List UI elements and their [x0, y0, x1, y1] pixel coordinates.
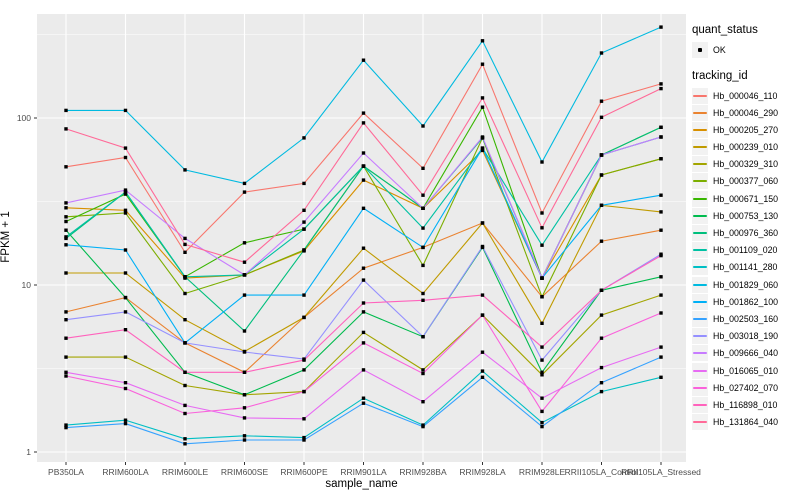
legend-item-Hb_016065_010: Hb_016065_010 [692, 362, 798, 379]
legend-title-quant-status: quant_status [692, 24, 758, 36]
legend-item-Hb_000205_270: Hb_000205_270 [692, 121, 798, 138]
legend-item-label: Hb_131864_040 [713, 417, 779, 428]
svg-text:RRII105LA_Stressed: RRII105LA_Stressed [621, 467, 701, 477]
line-key-icon [692, 225, 708, 241]
legend-item-Hb_001109_020: Hb_001109_020 [692, 242, 798, 259]
legend-item-label: Hb_000329_310 [713, 159, 779, 170]
legend-item-Hb_003018_190: Hb_003018_190 [692, 328, 798, 345]
legend-item-label: Hb_000046_110 [713, 90, 778, 101]
svg-text:RRIM600PE: RRIM600PE [280, 467, 328, 477]
legend-item-Hb_027402_070: Hb_027402_070 [692, 379, 798, 396]
legend-item-label: Hb_001862_100 [713, 296, 779, 307]
legend-item-Hb_000046_290: Hb_000046_290 [692, 104, 798, 121]
svg-text:RRIM600SE: RRIM600SE [221, 467, 269, 477]
legend-item-Hb_009666_040: Hb_009666_040 [692, 345, 798, 362]
legend-item-Hb_116898_010: Hb_116898_010 [692, 396, 798, 413]
legend-item-ok: OK [692, 41, 798, 58]
legend-title-tracking-id: tracking_id [692, 70, 748, 82]
line-key-icon [692, 190, 708, 207]
legend-tracking-id-items: Hb_000046_110 Hb_000046_290 Hb_000205_270 H… [692, 87, 798, 431]
legend-item-Hb_001141_280: Hb_001141_280 [692, 259, 798, 276]
svg-text:1: 1 [26, 447, 31, 457]
svg-text:RRIM928LE: RRIM928LE [519, 467, 566, 477]
legend-item-label: Hb_000046_290 [713, 107, 779, 118]
legend-item-label: Hb_002503_160 [713, 313, 779, 324]
line-key-icon [692, 293, 708, 310]
line-key-icon [692, 156, 708, 173]
line-key-icon [692, 242, 708, 259]
legend-item-Hb_131864_040: Hb_131864_040 [692, 414, 798, 431]
line-key-icon [692, 139, 708, 156]
legend-item-label: Hb_000239_010 [713, 142, 779, 153]
line-key-icon [692, 414, 708, 431]
legend-item-label: OK [713, 44, 726, 55]
line-key-icon [692, 345, 708, 362]
legend-item-label: Hb_001141_280 [713, 262, 778, 273]
svg-text:100: 100 [17, 113, 31, 123]
legend-item-label: Hb_027402_070 [713, 382, 779, 393]
legend-item-label: Hb_000377_060 [713, 176, 779, 187]
legend-item-label: Hb_016065_010 [713, 365, 779, 376]
legend-item-Hb_000976_360: Hb_000976_360 [692, 225, 798, 242]
legend-item-label: Hb_001109_020 [713, 245, 778, 256]
x-axis-title: sample_name [325, 478, 398, 490]
legend-item-label: Hb_000976_360 [713, 228, 779, 238]
line-key-icon [692, 310, 708, 327]
line-key-icon [692, 362, 708, 379]
legend-item-Hb_000377_060: Hb_000377_060 [692, 173, 798, 190]
legend-item-Hb_000671_150: Hb_000671_150 [692, 190, 798, 207]
svg-text:RRIM600LA: RRIM600LA [102, 467, 149, 477]
legend-item-Hb_001862_100: Hb_001862_100 [692, 293, 798, 310]
line-key-icon [692, 276, 708, 293]
legend-item-Hb_000239_010: Hb_000239_010 [692, 139, 798, 156]
line-key-icon [692, 207, 708, 224]
legend-item-label: Hb_116898_010 [713, 399, 778, 410]
line-key-icon [692, 259, 708, 276]
line-key-icon [692, 104, 708, 121]
legend-item-label: Hb_000753_130 [713, 210, 779, 221]
y-axis-title: FPKM + 1 [0, 211, 12, 263]
legend-item-Hb_000329_310: Hb_000329_310 [692, 156, 798, 173]
line-key-icon [692, 379, 708, 396]
svg-text:RRIM928BA: RRIM928BA [399, 467, 447, 477]
svg-text:RRII105LA_Control: RRII105LA_Control [565, 467, 639, 477]
svg-text:RRIM901LA: RRIM901LA [340, 467, 387, 477]
svg-text:RRIM928LA: RRIM928LA [459, 467, 506, 477]
line-key-icon [692, 328, 708, 345]
line-key-icon [692, 396, 708, 413]
svg-text:10: 10 [22, 280, 32, 290]
legend-item-label: Hb_000671_150 [713, 193, 779, 204]
legend-item-label: Hb_001829_060 [713, 279, 779, 290]
legend-tracking-id: tracking_id Hb_000046_110 Hb_000046_290 Hb… [692, 70, 798, 431]
svg-text:PB350LA: PB350LA [48, 467, 84, 477]
legend-quant-status: quant_status OK [692, 24, 798, 58]
point-key-icon [692, 41, 708, 58]
legend-item-label: Hb_000205_270 [713, 124, 779, 135]
line-key-icon [692, 121, 708, 138]
legend-item-Hb_001829_060: Hb_001829_060 [692, 276, 798, 293]
line-key-icon [692, 87, 708, 104]
legend-item-Hb_002503_160: Hb_002503_160 [692, 310, 798, 327]
legend-item-Hb_000753_130: Hb_000753_130 [692, 207, 798, 224]
line-key-icon [692, 173, 708, 190]
legend-item-Hb_000046_110: Hb_000046_110 [692, 87, 798, 104]
svg-text:RRIM600LE: RRIM600LE [162, 467, 209, 477]
legend-item-label: Hb_003018_190 [713, 331, 779, 342]
legend: quant_status OK tracking_id Hb_000046_11… [692, 24, 798, 443]
legend-item-label: Hb_009666_040 [713, 348, 779, 359]
